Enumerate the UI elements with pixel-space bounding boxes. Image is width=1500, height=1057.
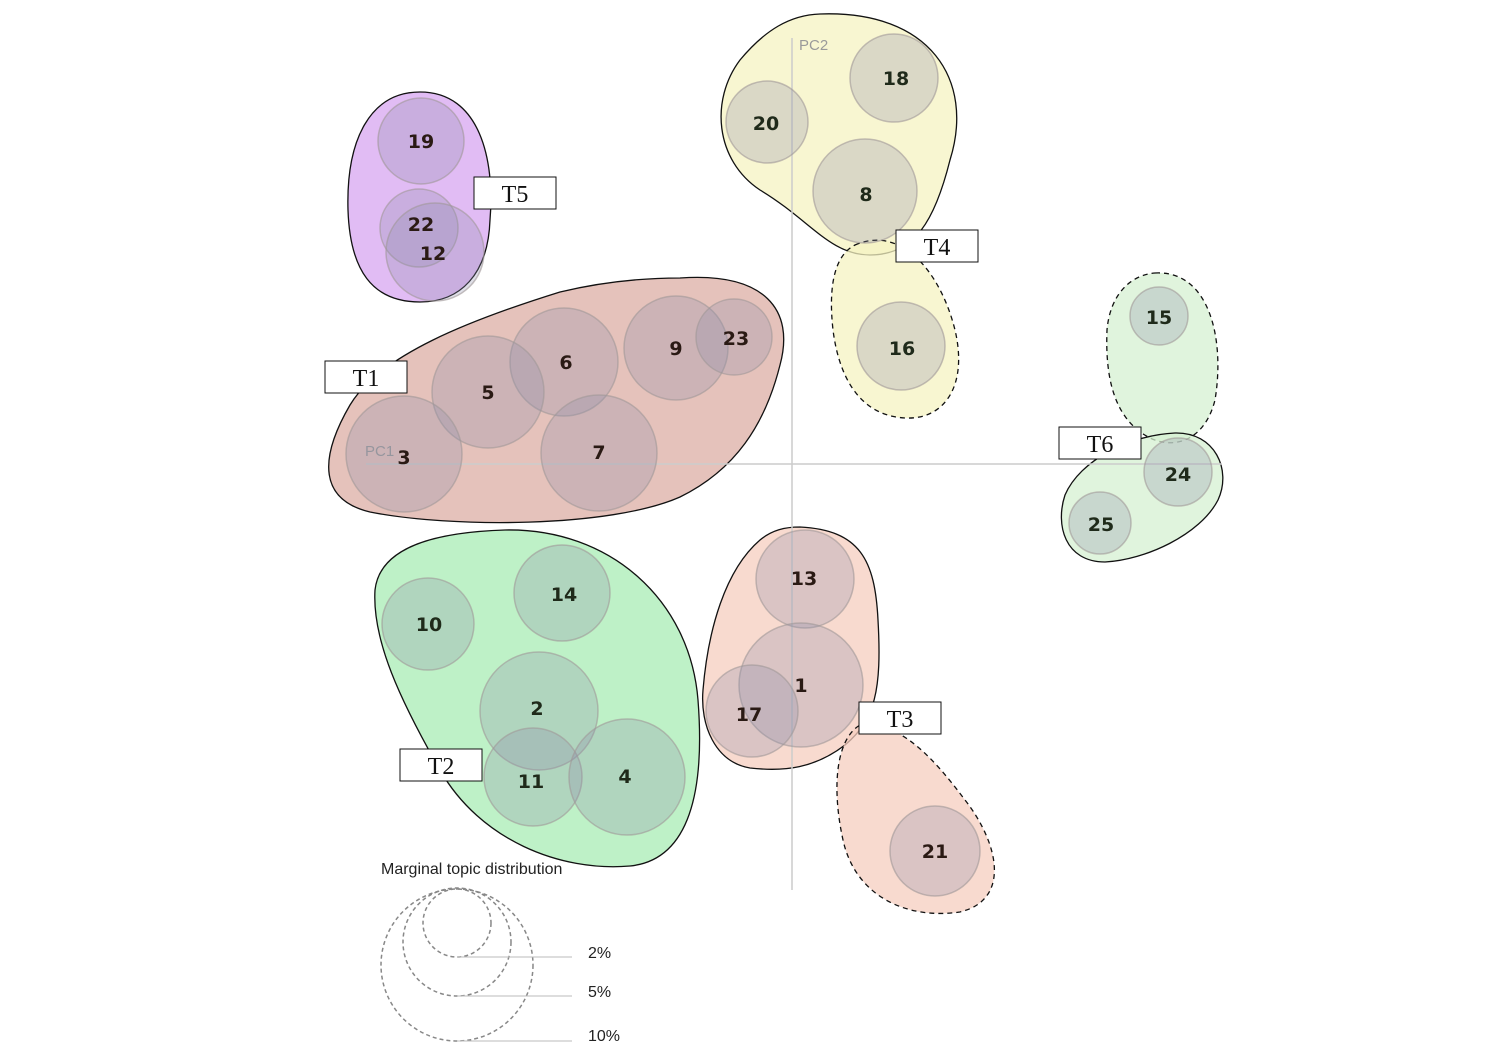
topic-label-6: 6 xyxy=(559,352,572,374)
topic-circle-3[interactable] xyxy=(345,395,463,513)
topic-label-23: 23 xyxy=(723,328,749,350)
topic-label-24: 24 xyxy=(1165,464,1191,486)
pc2-axis-label: PC2 xyxy=(799,37,828,54)
svg-text:T5: T5 xyxy=(502,182,529,208)
topic-label-5: 5 xyxy=(481,382,494,404)
topic-label-4: 4 xyxy=(618,766,631,788)
topic-circle-1[interactable] xyxy=(738,622,864,748)
topic-label-16: 16 xyxy=(889,338,915,360)
topic-labels: 19 22 12 20 18 8 16 6 5 9 23 3 7 15 24 2… xyxy=(397,68,1191,863)
topic-circle-17[interactable] xyxy=(705,664,799,758)
topic-circle-23[interactable] xyxy=(695,298,773,376)
cluster-label-t6: T6 xyxy=(1058,426,1142,460)
topic-circle-6[interactable] xyxy=(509,307,619,417)
svg-text:T4: T4 xyxy=(924,235,951,261)
topic-label-12: 12 xyxy=(420,243,446,265)
topic-circle-13[interactable] xyxy=(755,529,855,629)
svg-text:T1: T1 xyxy=(353,366,380,392)
legend-label-10: 10% xyxy=(588,1028,620,1045)
topic-label-21: 21 xyxy=(922,841,948,863)
topic-circle-10[interactable] xyxy=(381,577,475,671)
topic-label-20: 20 xyxy=(753,113,779,135)
topic-circle-4[interactable] xyxy=(568,718,686,836)
topic-circle-7[interactable] xyxy=(540,394,658,512)
topic-circle-14[interactable] xyxy=(513,544,611,642)
size-legend: Marginal topic distribution 2% 5% 10% xyxy=(380,861,620,1045)
cluster-label-t1: T1 xyxy=(324,360,408,394)
topic-circle-22[interactable] xyxy=(379,188,459,268)
topic-label-9: 9 xyxy=(669,338,682,360)
legend-circle-5 xyxy=(402,887,512,997)
topic-circle-19[interactable] xyxy=(377,97,465,185)
topic-circles xyxy=(345,33,1213,897)
topic-label-18: 18 xyxy=(883,68,909,90)
topic-circle-24[interactable] xyxy=(1143,437,1213,507)
svg-text:T2: T2 xyxy=(428,754,455,780)
topic-circle-5[interactable] xyxy=(431,335,545,449)
topic-label-8: 8 xyxy=(859,184,872,206)
topic-circle-16[interactable] xyxy=(856,301,946,391)
svg-text:T3: T3 xyxy=(887,707,914,733)
topic-label-1: 1 xyxy=(794,675,807,697)
cluster-label-boxes: T5 T4 T1 T6 T3 T2 xyxy=(324,176,1142,782)
topic-circle-18[interactable] xyxy=(849,33,939,123)
legend-circle-10 xyxy=(380,888,534,1042)
cluster-label-t4: T4 xyxy=(895,229,979,263)
topic-label-2: 2 xyxy=(530,698,543,720)
topic-circle-25[interactable] xyxy=(1068,491,1132,555)
topic-circle-20[interactable] xyxy=(725,80,809,164)
topic-circle-15[interactable] xyxy=(1129,286,1189,346)
topic-circle-11[interactable] xyxy=(483,727,583,827)
topic-label-13: 13 xyxy=(791,568,817,590)
topic-label-14: 14 xyxy=(551,584,577,606)
topic-label-10: 10 xyxy=(416,614,442,636)
topic-label-3: 3 xyxy=(397,447,410,469)
topic-circle-2[interactable] xyxy=(479,651,599,771)
cluster-label-t3: T3 xyxy=(858,701,942,735)
cluster-t3-subhull xyxy=(836,724,995,915)
topic-label-15: 15 xyxy=(1146,307,1172,329)
axes: PC2 PC1 xyxy=(365,37,1222,890)
topic-label-22: 22 xyxy=(408,214,434,236)
cluster-t2-hull xyxy=(374,529,701,868)
svg-text:T6: T6 xyxy=(1087,432,1114,458)
topic-circle-8[interactable] xyxy=(812,138,918,244)
cluster-t3-hull xyxy=(701,526,880,770)
cluster-label-t2: T2 xyxy=(399,748,483,782)
cluster-hulls xyxy=(328,13,1224,915)
topic-circle-9[interactable] xyxy=(623,295,729,401)
cluster-label-t5: T5 xyxy=(473,176,557,210)
cluster-t5-hull xyxy=(347,91,492,303)
legend-circle-2 xyxy=(422,888,492,958)
topic-label-11: 11 xyxy=(518,771,544,793)
legend-label-2: 2% xyxy=(588,945,611,962)
topic-circle-12[interactable] xyxy=(385,202,485,302)
topic-circle-21[interactable] xyxy=(889,805,981,897)
cluster-t4-subhull xyxy=(830,239,960,419)
legend-label-5: 5% xyxy=(588,984,611,1001)
topic-label-19: 19 xyxy=(408,131,434,153)
topic-label-7: 7 xyxy=(592,442,605,464)
cluster-t1-hull xyxy=(328,276,785,524)
topic-label-25: 25 xyxy=(1088,514,1114,536)
topic-label-17: 17 xyxy=(736,704,762,726)
pc1-axis-label: PC1 xyxy=(365,443,394,460)
legend-title: Marginal topic distribution xyxy=(381,861,562,878)
